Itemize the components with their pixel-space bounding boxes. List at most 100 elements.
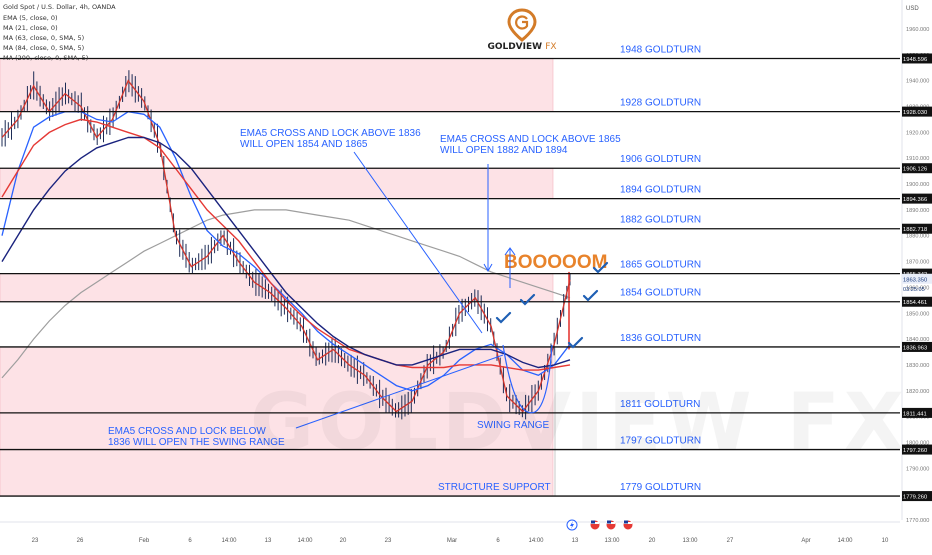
price-tag-6: 1863.350 [903, 277, 927, 283]
check-mark-icon-3 [567, 336, 584, 349]
level-label-4: 1882 GOLDTURN [620, 215, 701, 226]
x-tick-label: 27 [727, 538, 734, 544]
boom-label: BOOOOOM [504, 252, 607, 273]
level-label-3: 1894 GOLDTURN [620, 185, 701, 196]
annotation-line: SWING RANGE [477, 420, 550, 431]
zone-3 [0, 346, 554, 450]
swing-range-curve [502, 344, 553, 414]
annotation-line: EMA5 CROSS AND LOCK ABOVE 1836 [240, 128, 421, 139]
x-tick-label: 13 [572, 538, 579, 544]
price-tag-4: 1882.718 [903, 227, 927, 233]
price-tag-7: 1854.461 [903, 300, 927, 306]
annotation-line: STRUCTURE SUPPORT [438, 482, 551, 493]
x-tick-label: 14:00 [221, 538, 237, 544]
annotation-0: EMA5 CROSS AND LOCK ABOVE 1836 WILL OPEN … [240, 128, 421, 150]
price-tag-8: 1836.963 [903, 345, 927, 351]
level-label-1: 1928 GOLDTURN [620, 98, 701, 109]
us-flag-canton [624, 520, 628, 524]
check-mark-icon-1 [592, 261, 609, 274]
goldview-logo: GOLDVIEW FX [487, 4, 557, 56]
pointer-1836-note [353, 151, 483, 334]
price-tag-2: 1906.126 [903, 167, 927, 173]
logo-suffix: FX [545, 42, 557, 52]
x-tick-label: 23 [385, 538, 392, 544]
y-tick-label: 1900.000 [906, 182, 929, 188]
y-tick-label: 1830.000 [906, 363, 929, 369]
us-flag-canton [607, 520, 611, 524]
x-tick-label: 20 [649, 538, 656, 544]
annotation-1: EMA5 CROSS AND LOCK ABOVE 1865 WILL OPEN … [440, 134, 621, 156]
price-tag-bg-9 [902, 407, 932, 418]
logo-name: GOLDVIEW [487, 42, 543, 52]
y-tick-label: 1800.000 [906, 440, 929, 446]
level-label-8: 1811 GOLDTURN [620, 399, 700, 410]
up-arrowhead [504, 247, 516, 256]
y-tick-label: 1920.000 [906, 130, 929, 136]
check-mark-icon-2 [582, 289, 599, 302]
symbol-title: Gold Spot / U.S. Dollar, 4h, OANDA [3, 3, 116, 11]
x-tick-label: 14:00 [837, 538, 853, 544]
level-label-6: 1854 GOLDTURN [620, 288, 701, 299]
annotation-line: EMA5 CROSS AND LOCK ABOVE 1865 [440, 134, 621, 145]
price-tag-0: 1948.596 [903, 57, 927, 63]
zone-0 [0, 58, 554, 112]
watermark: GOLDVIEW FX [250, 378, 908, 468]
price-tag-10: 1797.260 [903, 448, 927, 454]
y-tick-label: 1790.000 [906, 466, 929, 472]
series-line-ma-2 [1, 118, 571, 371]
y-tick-label: 1850.000 [906, 311, 929, 317]
indicator-ema5[interactable]: EMA (5, close, 0) [3, 14, 58, 22]
check-mark-icon-0 [519, 293, 536, 306]
price-tag-3: 1894.366 [903, 197, 927, 203]
currency-label: USD [906, 6, 919, 12]
y-tick-label: 1960.000 [906, 27, 929, 33]
price-tag-11: 1779.260 [903, 495, 927, 501]
level-label-7: 1836 GOLDTURN [620, 333, 701, 344]
pointer-arrowhead-1865 [483, 263, 493, 273]
x-tick-label: 26 [77, 538, 84, 544]
level-label-0: 1948 GOLDTURN [620, 44, 701, 55]
x-tick-label: 13:00 [604, 538, 620, 544]
y-tick-label: 1820.000 [906, 389, 929, 395]
annotation-line: EMA5 CROSS AND LOCK BELOW [108, 426, 266, 437]
series-line-ma-4 [1, 209, 571, 379]
annotation-3: SWING RANGE [477, 420, 550, 431]
price-tag-bg-6 [902, 273, 932, 284]
x-tick-label: 13 [265, 538, 272, 544]
zone-4 [0, 449, 554, 497]
annotation-4: STRUCTURE SUPPORT [438, 482, 551, 493]
indicator-ma63[interactable]: MA (63, close, 0, SMA, 5) [3, 34, 85, 42]
level-label-2: 1906 GOLDTURN [620, 154, 701, 165]
y-tick-label: 1870.000 [906, 260, 929, 266]
price-tag-bg-4 [902, 223, 932, 234]
series-line-ma-3 [1, 136, 571, 369]
y-tick-label: 1770.000 [906, 518, 929, 524]
y-tick-label: 1890.000 [906, 208, 929, 214]
price-tag-bg-1 [902, 106, 932, 117]
price-tag-bg-11 [902, 491, 932, 502]
indicator-ma200[interactable]: MA (200, close, 0, SMA, 5) [3, 54, 89, 62]
y-tick-label: 1880.000 [906, 234, 929, 240]
x-tick-label: 13:00 [682, 538, 698, 544]
zone-1 [0, 167, 554, 199]
level-label-5: 1865 GOLDTURN [620, 260, 701, 271]
us-flag-canton [591, 520, 595, 524]
price-tag-bg-10 [902, 444, 932, 455]
pointer-swing-note [295, 354, 504, 429]
indicator-ma84[interactable]: MA (84, close, 0, SMA, 5) [3, 44, 85, 52]
price-tag-9: 1811.441 [903, 411, 927, 417]
price-tag-bg-7 [902, 296, 932, 307]
x-tick-label: 23 [32, 538, 39, 544]
annotation-line: WILL OPEN 1882 AND 1894 [440, 145, 568, 156]
series-line-ema-0 [1, 79, 571, 413]
price-tag-bg-3 [902, 193, 932, 204]
x-tick-label: Apr [801, 538, 810, 544]
logo-g-icon [507, 8, 537, 42]
x-tick-label: 6 [188, 538, 192, 544]
indicator-ma21[interactable]: MA (21, close, 0) [3, 24, 58, 32]
x-tick-label: 6 [496, 538, 500, 544]
annotation-line: WILL OPEN 1854 AND 1865 [240, 139, 368, 150]
flash-bolt-icon [570, 521, 574, 529]
